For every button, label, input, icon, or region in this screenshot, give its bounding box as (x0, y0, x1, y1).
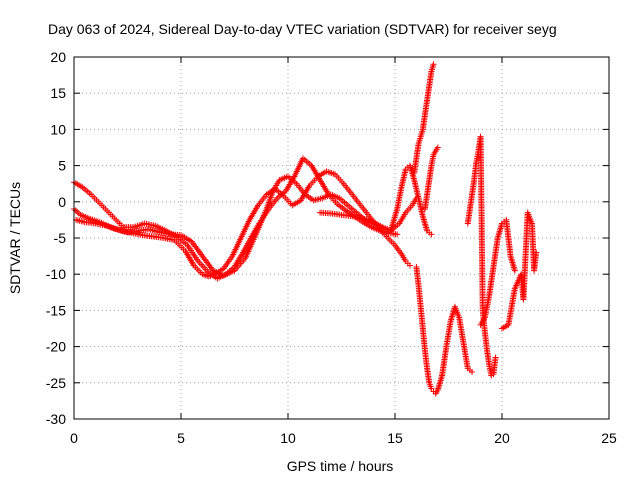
data-point (469, 368, 476, 375)
data-point (430, 61, 437, 68)
x-tick-label: 20 (494, 430, 510, 446)
y-tick-label: -25 (46, 375, 66, 391)
y-tick-label: -5 (54, 230, 67, 246)
data-point (533, 249, 540, 256)
data-point (434, 144, 441, 151)
x-tick-label: 5 (177, 430, 185, 446)
y-axis-title: SDTVAR / TECUs (7, 182, 23, 294)
data-point (394, 231, 401, 238)
data-point (428, 231, 435, 238)
data-point (406, 262, 413, 269)
x-tick-label: 25 (601, 430, 617, 446)
chart-title: Day 063 of 2024, Sidereal Day-to-day VTE… (48, 21, 557, 37)
data-point (492, 354, 499, 361)
y-tick-labels: -30 -25 -20 -15 -10 -5 0 5 10 15 20 (46, 49, 66, 427)
data-points (71, 61, 540, 397)
y-tick-label: -30 (46, 411, 66, 427)
data-point (511, 267, 518, 274)
y-tick-label: 20 (50, 49, 66, 65)
x-tick-label: 10 (280, 430, 296, 446)
x-tick-label: 15 (387, 430, 403, 446)
x-tick-label: 0 (70, 430, 78, 446)
y-tick-label: 15 (50, 85, 66, 101)
y-tick-label: -15 (46, 302, 66, 318)
y-tick-label: 10 (50, 121, 66, 137)
y-tick-label: -20 (46, 339, 66, 355)
y-tick-label: 0 (58, 194, 66, 210)
plot-frame (73, 56, 610, 420)
y-tick-label: 5 (58, 158, 66, 174)
x-tick-labels: 0 5 10 15 20 25 (70, 430, 617, 446)
x-axis-title: GPS time / hours (287, 458, 394, 474)
y-tick-label: -10 (46, 266, 66, 282)
